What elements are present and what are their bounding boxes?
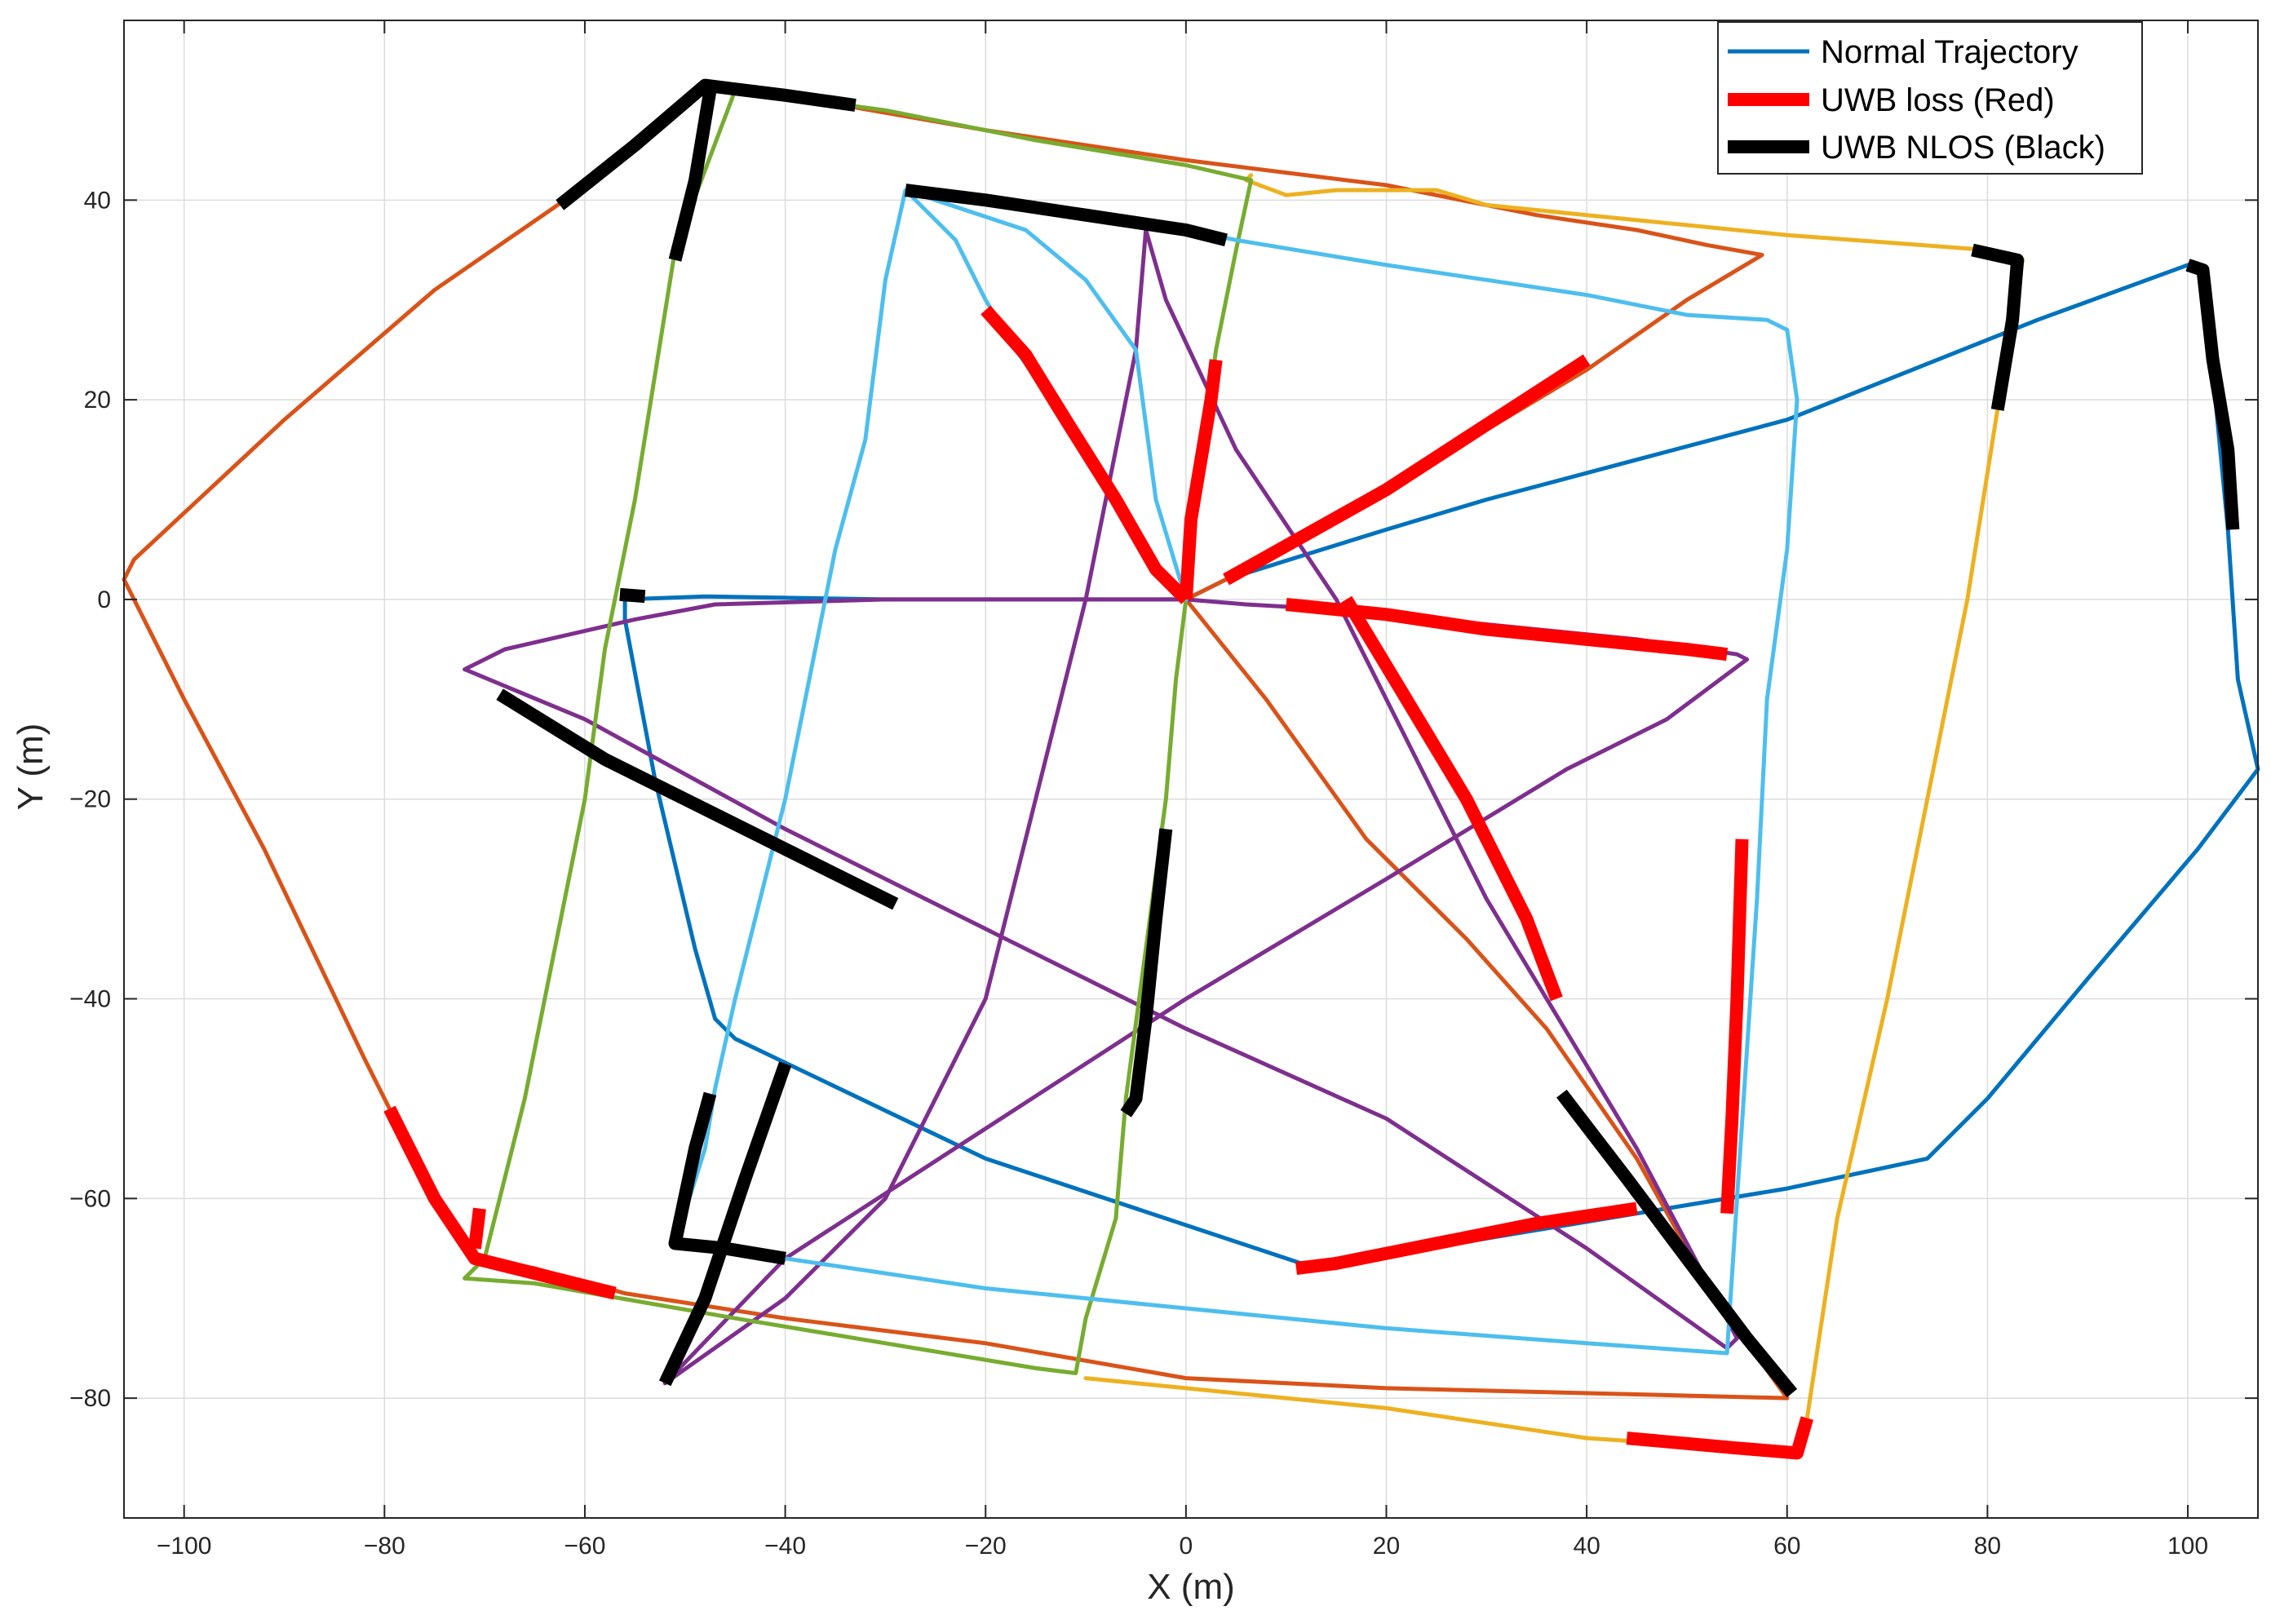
uwb-nlos-segment-10 [1120,828,1173,1117]
uwb-nlos-segments [496,78,2240,1398]
uwb-nlos-segment-6 [619,587,646,604]
uwb-loss-segment-3 [1223,354,1591,586]
x-tick-label: 60 [1773,1533,1800,1560]
plot-background [124,20,2258,1518]
uwb-loss-segment-1 [981,305,1191,604]
y-tick-label: −40 [69,986,111,1013]
y-tick-label: −80 [69,1385,111,1412]
uwb-nlos-segment-2 [668,89,717,262]
legend: Normal Trajectory UWB loss (Red) UWB NLO… [1717,21,2143,175]
x-tick-label: 0 [1180,1533,1193,1560]
uwb-loss-segment-9 [467,1207,486,1250]
uwb-nlos-segment-8 [668,1091,786,1265]
x-tick-label: 20 [1373,1533,1400,1560]
uwb-loss-segment-2 [1179,359,1223,600]
x-tick-label: −100 [157,1533,212,1560]
uwb-loss-segment-5 [1340,595,1563,1002]
x-tick-label: −60 [564,1533,606,1560]
trajectory-line-1 [622,263,2260,1271]
plot-frame [123,20,2259,1519]
x-tick-label: −20 [965,1533,1007,1560]
legend-label-normal: Normal Trajectory [1821,34,2078,70]
x-tick-label: −40 [764,1533,806,1560]
x-axis-ticks: −100 −80 −60 −40 −20 0 20 40 60 80 100 [157,20,2208,1560]
x-tick-label: 80 [1974,1533,2001,1560]
grid-lines [124,20,2258,1518]
legend-label-loss: UWB loss (Red) [1821,82,2055,118]
y-axis-ticks: −80 −60 −40 −20 0 20 40 [69,187,2258,1412]
x-tick-label: −80 [364,1533,405,1560]
uwb-loss-segment-8 [383,1105,617,1300]
y-tick-label: −60 [69,1185,111,1212]
y-tick-label: 20 [84,387,111,414]
uwb-loss-segment-6 [1720,839,1749,1215]
uwb-nlos-segment-5 [2185,259,2240,530]
uwb-nlos-segment-4 [1971,243,2025,411]
legend-label-nlos: UWB NLOS (Black) [1821,130,2105,166]
y-tick-label: 40 [84,187,111,214]
uwb-loss-segments [383,305,1813,1460]
y-axis-label: Y (m) [11,723,51,811]
trajectory-line-5 [463,88,1254,1375]
x-tick-label: 40 [1573,1533,1600,1560]
y-tick-label: −20 [69,786,111,813]
uwb-nlos-segment-11 [1556,1089,1798,1398]
trajectory-line-4 [463,228,1750,1386]
uwb-nlos-segment-3 [905,184,1228,247]
x-axis-label: X (m) [1147,1567,1235,1607]
y-tick-label: 0 [97,586,111,613]
uwb-loss-segment-7 [1295,1201,1638,1275]
uwb-loss-segment-10 [1626,1416,1813,1460]
uwb-nlos-segment-7 [496,688,899,910]
uwb-loss-segment-4 [1285,598,1729,662]
x-tick-label: 100 [2167,1533,2208,1560]
uwb-nlos-segment-1 [556,78,857,210]
uwb-nlos-segment-9 [658,1061,792,1387]
